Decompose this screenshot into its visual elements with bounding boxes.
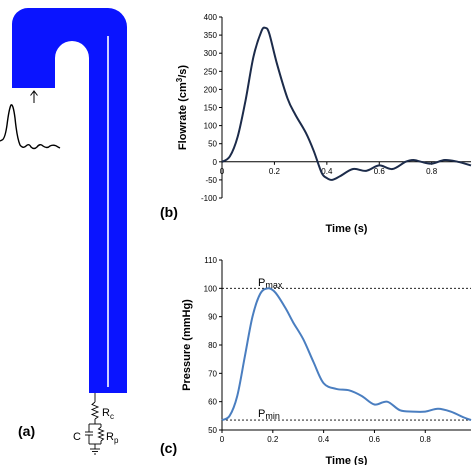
y-tick-label: 150 (204, 104, 218, 113)
panel-label-b: (b) (160, 204, 178, 220)
rp-label: Rp (106, 431, 119, 445)
x-tick-label: 0 (220, 167, 225, 176)
x-tick-label: 0.8 (426, 167, 438, 176)
y-tick-label: 100 (204, 122, 218, 131)
x-tick-label: 0.8 (420, 435, 432, 444)
y-tick-label: 200 (204, 85, 218, 94)
y-tick-label: 70 (208, 369, 217, 378)
y-tick-label: -100 (201, 194, 218, 203)
y-tick-label: 60 (208, 398, 217, 407)
capacitance-label: C (73, 431, 81, 443)
reference-line-label: Pmin (258, 408, 280, 421)
y-axis-label: Pressure (mmHg) (181, 299, 193, 391)
rc-label: Rc (102, 407, 114, 421)
x-axis-label: Time (s) (326, 223, 368, 235)
x-tick-label: 0.6 (374, 167, 386, 176)
x-tick-label: 0.4 (321, 167, 333, 176)
inflow-waveform (0, 104, 61, 150)
y-tick-label: 100 (204, 284, 218, 293)
y-tick-label: 50 (208, 140, 217, 149)
panel-label-c: (c) (160, 440, 177, 456)
x-tick-label: 0.6 (369, 435, 381, 444)
x-tick-label: 0.2 (269, 167, 281, 176)
y-tick-label: 300 (204, 49, 218, 58)
reference-line-label: Pmax (258, 277, 283, 290)
x-tick-label: 0.4 (318, 435, 330, 444)
x-axis-label: Time (s) (326, 455, 368, 465)
series-line (221, 287, 472, 422)
series-line (221, 26, 472, 181)
x-tick-label: 0.2 (267, 435, 279, 444)
y-tick-label: 90 (208, 313, 217, 322)
y-tick-label: -50 (205, 176, 217, 185)
y-tick-label: 250 (204, 67, 218, 76)
x-tick-label: 0 (220, 435, 225, 444)
windkessel-circuit (85, 393, 105, 455)
y-tick-label: 350 (204, 31, 218, 40)
y-tick-label: 80 (208, 341, 217, 350)
y-tick-label: 0 (213, 158, 218, 167)
vessel-diagram: Rc C Rp (0, 8, 127, 455)
panel-label-a: (a) (18, 423, 35, 439)
y-tick-label: 400 (204, 13, 218, 22)
y-axis-label: Flowrate (cm3/s) (175, 65, 189, 150)
y-tick-label: 50 (208, 426, 217, 435)
aorta-vessel (12, 8, 127, 393)
inflow-arrow (30, 90, 38, 103)
pressure-chart: 50 60 70 80 90 100 110 0 0.2 0.4 0.6 0.8 Time (s) Pre… (181, 256, 472, 465)
y-tick-label: 110 (204, 256, 217, 265)
